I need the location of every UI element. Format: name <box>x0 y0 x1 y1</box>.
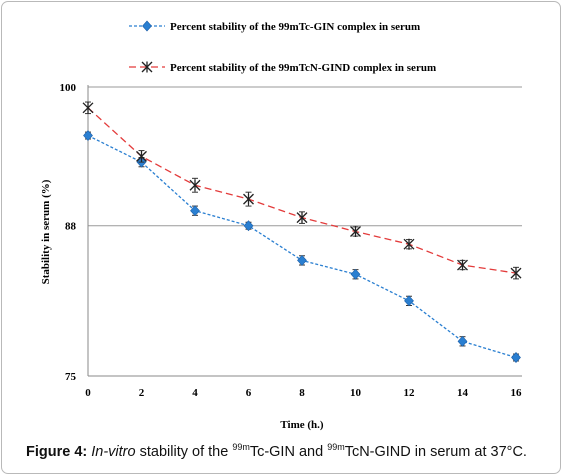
data-point-diamond <box>404 295 414 307</box>
data-point-asterisk <box>243 193 254 205</box>
data-point-asterisk <box>82 102 94 114</box>
caption-sup-1: 99m <box>232 442 250 452</box>
grid-lines <box>88 86 522 227</box>
caption-label: Figure 4: <box>26 444 88 460</box>
legend: Percent stability of the 99mTc-GIN compl… <box>129 20 436 74</box>
data-point-asterisk <box>350 226 361 237</box>
data-point-asterisk <box>510 267 522 279</box>
series-2 <box>82 101 522 280</box>
caption-text-2: Tc-GIN and <box>249 444 328 460</box>
x-axis-label: Time (h.) <box>280 419 324 431</box>
x-tick-label: 10 <box>350 387 362 399</box>
y-tick-label: 100 <box>60 82 77 94</box>
caption-text-1: stability of the <box>135 444 233 460</box>
data-point-asterisk <box>403 238 415 250</box>
caption-sup-2: 99m <box>327 442 345 452</box>
legend-entry-1: Percent stability of the 99mTc-GIN compl… <box>129 20 420 33</box>
data-point-asterisk <box>189 179 201 191</box>
data-point-diamond <box>297 254 307 266</box>
caption-text-3: TcN-GIND in serum at 37°C. <box>344 444 527 460</box>
x-tick-label: 0 <box>85 387 91 399</box>
data-series <box>82 101 522 363</box>
data-point-diamond <box>511 352 521 363</box>
series-1 <box>83 130 521 363</box>
data-point-diamond <box>243 220 254 232</box>
data-point-asterisk <box>141 61 153 73</box>
x-tick-label: 16 <box>511 387 523 399</box>
data-point-diamond <box>457 335 468 347</box>
legend-entry-2: Percent stability of the 99mTcN-GIND com… <box>129 61 436 74</box>
y-tick-label: 88 <box>65 221 77 233</box>
caption-italic: In-vitro <box>91 444 136 460</box>
axes <box>87 85 522 377</box>
x-tick-label: 6 <box>246 387 252 399</box>
x-tick-label: 4 <box>192 387 198 399</box>
x-tick-label: 12 <box>404 387 416 399</box>
data-point-diamond <box>83 130 93 142</box>
data-point-diamond <box>142 20 152 32</box>
series-line <box>87 134 517 359</box>
x-tick-label: 14 <box>457 387 469 399</box>
data-point-asterisk <box>136 150 147 162</box>
series-line <box>87 107 517 274</box>
x-tick-label: 2 <box>139 387 145 399</box>
stability-chart: 75 88 100 0 2 4 6 8 10 12 14 16 Percent stability o… <box>40 20 523 431</box>
tick-labels: 75 88 100 0 2 4 6 8 10 12 14 16 <box>60 82 523 399</box>
legend-label: Percent stability of the 99mTc-GIN compl… <box>170 21 420 33</box>
y-tick-label: 75 <box>65 371 77 383</box>
data-point-diamond <box>350 268 361 280</box>
figure-caption: Figure 4: In-vitro stability of the 99mT… <box>26 442 556 460</box>
data-point-asterisk <box>296 212 308 224</box>
data-point-asterisk <box>457 259 468 271</box>
data-point-diamond <box>190 205 200 217</box>
y-axis-label: Stability in serum (%) <box>40 179 52 284</box>
legend-label: Percent stability of the 99mTcN-GIND com… <box>170 62 436 74</box>
x-tick-label: 8 <box>299 387 305 399</box>
